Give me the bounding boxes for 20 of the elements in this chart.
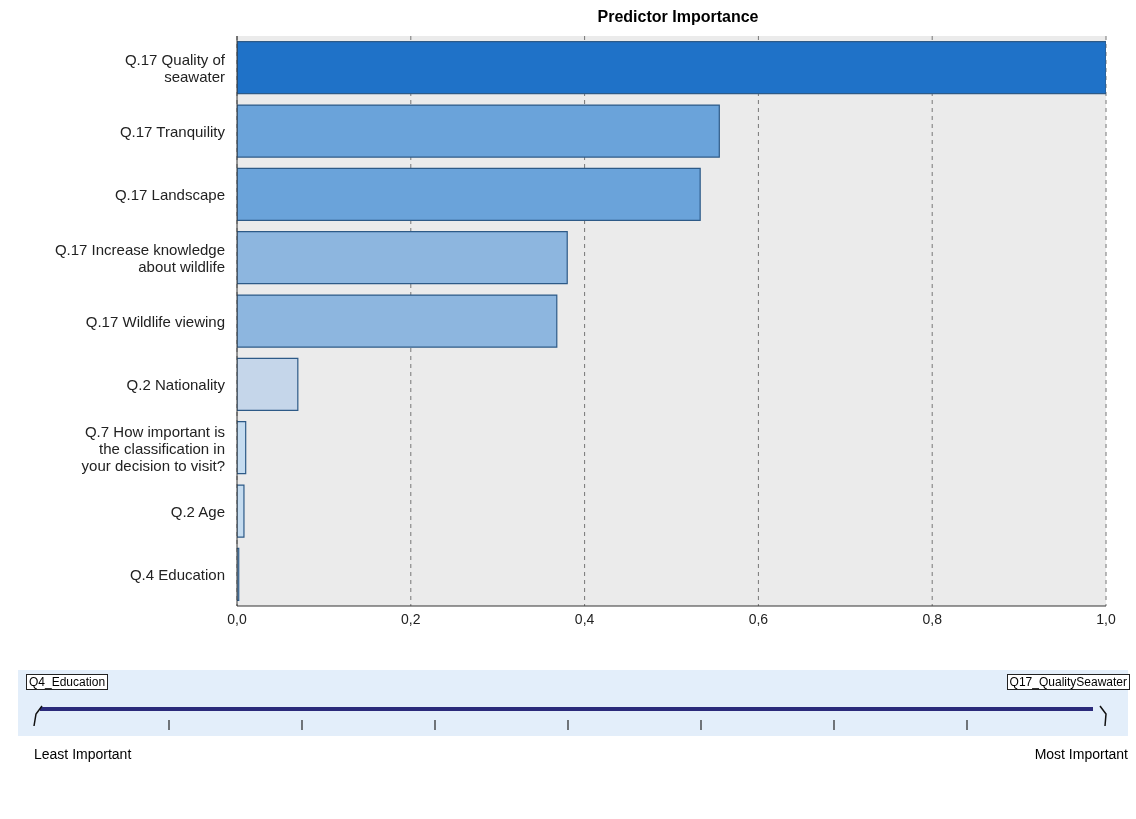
- y-tick-label: Q.17 Wildlife viewing: [85, 312, 225, 330]
- text: Most Important: [1034, 746, 1128, 762]
- x-tick-label: 0,2: [401, 610, 421, 627]
- x-tick-label: 0,0: [227, 610, 247, 627]
- y-tick-label: Q.2 Nationality: [126, 375, 226, 393]
- y-tick-label: Q.17 Landscape: [114, 185, 225, 203]
- x-tick-label: 0,4: [574, 610, 595, 627]
- y-tick-label: Q.2 Age: [170, 502, 225, 520]
- text: Q17_QualitySeawater: [1006, 674, 1130, 690]
- x-tick-label: 1,0: [1096, 610, 1116, 627]
- x-tick-label: 0,8: [922, 610, 943, 627]
- y-tick-label: Q.17 Increase knowledge about wildlife: [54, 240, 225, 275]
- y-tick-label: Q.17 Quality of seawater: [124, 50, 226, 85]
- y-tick-label: Q.17 Tranquility: [119, 122, 226, 140]
- text: Least Important: [34, 746, 132, 762]
- y-tick-label: Q.7 How important is the classification in your decision to visit?: [81, 422, 225, 474]
- chart-title: Predictor Importance: [596, 8, 760, 26]
- x-tick-label: 0,6: [748, 610, 769, 627]
- y-tick-label: Q.4 Education: [129, 565, 225, 583]
- text: Q4_Education: [26, 674, 109, 690]
